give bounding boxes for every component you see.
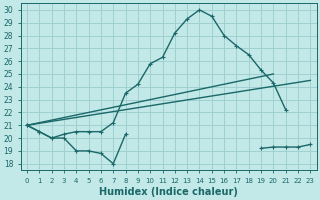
X-axis label: Humidex (Indice chaleur): Humidex (Indice chaleur) xyxy=(99,187,238,197)
